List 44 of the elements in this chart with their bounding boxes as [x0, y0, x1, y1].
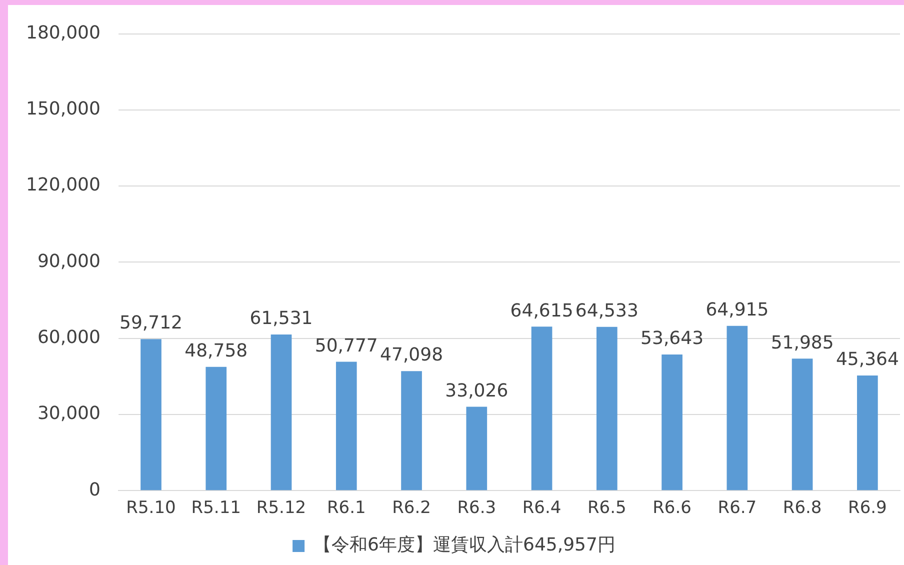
- data-label: 45,364: [836, 349, 899, 370]
- bar: [726, 326, 748, 490]
- y-tick-label: 150,000: [26, 98, 100, 120]
- bar: [401, 371, 422, 490]
- bar: [857, 375, 878, 490]
- y-tick-label: 30,000: [37, 403, 100, 424]
- x-tick-label: R5.10: [126, 498, 176, 518]
- x-tick-label: R6.3: [457, 498, 496, 518]
- x-tick-label: R6.9: [848, 498, 887, 518]
- data-label: 64,533: [575, 300, 638, 322]
- data-label: 61,531: [250, 308, 313, 330]
- x-tick-label: R5.12: [256, 498, 306, 518]
- x-tick-label: R6.6: [652, 498, 692, 518]
- bar: [206, 366, 227, 490]
- data-label: 64,915: [706, 300, 769, 321]
- x-tick-label: R6.1: [326, 498, 366, 518]
- x-tick-label: R6.2: [392, 498, 431, 518]
- bar: [336, 362, 357, 490]
- y-tick-label: 90,000: [37, 250, 100, 272]
- y-tick-label: 120,000: [26, 174, 100, 196]
- x-tick-label: R6.5: [587, 498, 626, 518]
- bar: [140, 339, 162, 490]
- data-label: 59,712: [120, 312, 182, 334]
- bar: [792, 358, 813, 490]
- bar: [270, 334, 292, 490]
- data-label: 48,758: [184, 340, 248, 362]
- bar: [662, 354, 682, 490]
- x-tick-label: R6.7: [718, 498, 757, 518]
- data-label: 64,615: [510, 300, 574, 322]
- data-label: 50,777: [314, 335, 378, 356]
- y-tick-label: 180,000: [26, 22, 100, 44]
- bar: [466, 406, 488, 490]
- x-tick-label: R5.11: [191, 498, 241, 518]
- y-tick-label: 0: [88, 479, 100, 500]
- data-label: 33,026: [445, 380, 508, 402]
- x-tick-label: R6.8: [782, 498, 822, 518]
- data-label: 47,098: [380, 344, 444, 366]
- bar: [531, 326, 552, 490]
- x-tick-label: R6.4: [522, 498, 562, 518]
- legend-label: 【令和6年度】運賃収入計645,957円: [314, 534, 616, 556]
- y-tick-label: 60,000: [37, 327, 100, 348]
- bar: [596, 326, 618, 490]
- data-label: 53,643: [640, 328, 704, 350]
- data-label: 51,985: [770, 332, 834, 354]
